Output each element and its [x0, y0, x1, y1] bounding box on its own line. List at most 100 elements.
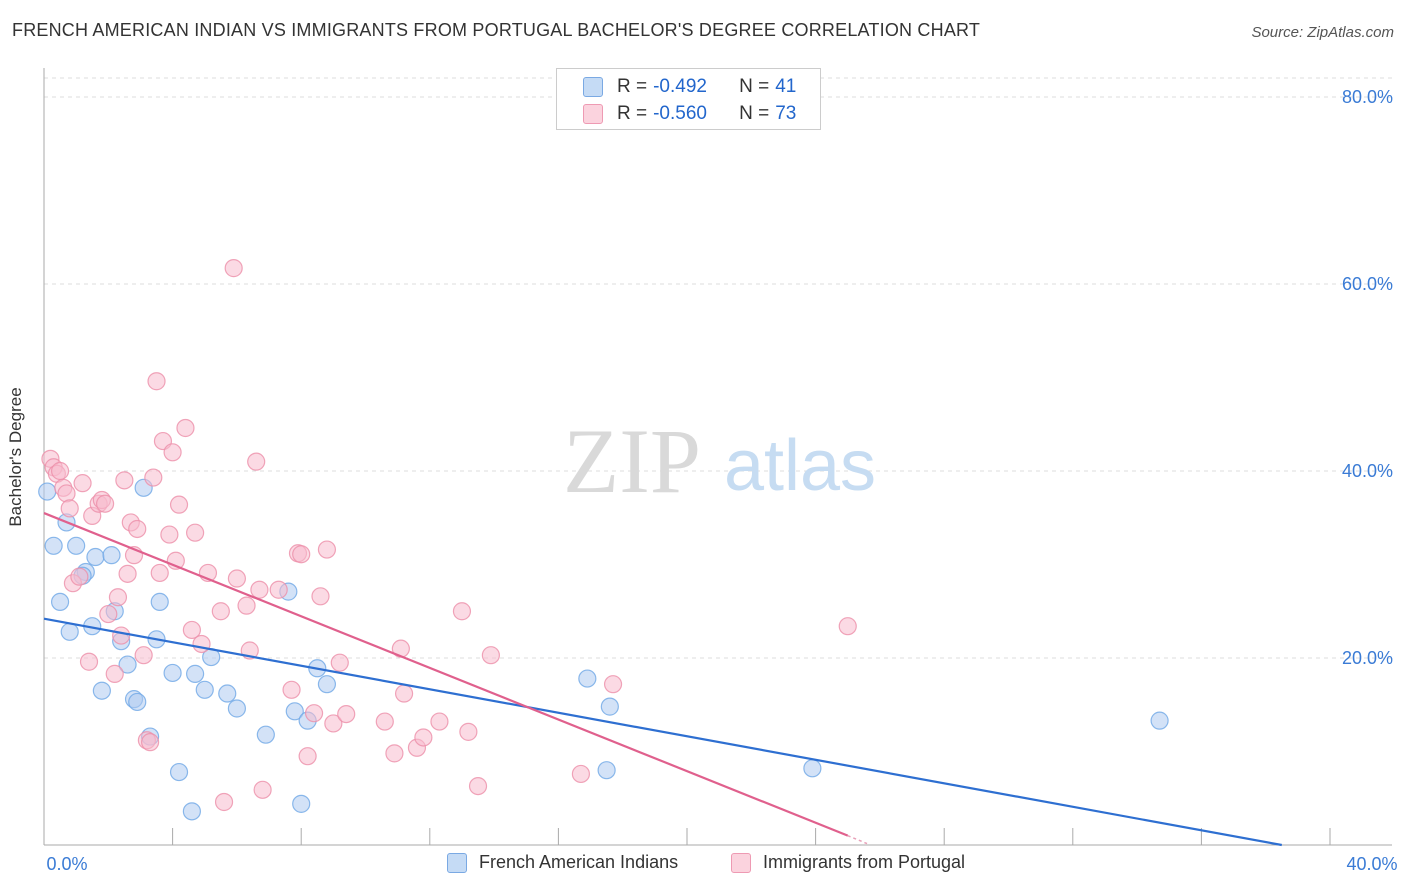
- data-point: [317, 540, 337, 559]
- data-point: [79, 652, 99, 671]
- data-point: [186, 664, 205, 683]
- axes: [43, 68, 1392, 846]
- data-point: [214, 792, 234, 812]
- data-point: [803, 759, 822, 778]
- data-point: [1150, 711, 1169, 730]
- legend-n-label: N =: [739, 76, 770, 97]
- data-point: [50, 592, 70, 612]
- data-point: [118, 655, 137, 674]
- data-point: [118, 564, 137, 583]
- data-point: [452, 602, 472, 621]
- legend-swatch-french: [583, 77, 603, 97]
- data-point: [298, 747, 317, 766]
- data-point: [105, 664, 124, 683]
- y-tick-label: 60.0%: [1342, 274, 1393, 294]
- data-point: [394, 684, 414, 703]
- data-point: [150, 563, 169, 583]
- data-point: [115, 471, 134, 490]
- data-point: [86, 547, 105, 567]
- data-point: [603, 675, 623, 694]
- legend-row-french: R = -0.492 N = 41: [583, 74, 796, 100]
- data-point: [182, 802, 201, 821]
- data-point: [147, 372, 166, 391]
- data-point: [292, 545, 311, 564]
- chart-title: FRENCH AMERICAN INDIAN VS IMMIGRANTS FRO…: [12, 20, 981, 40]
- y-tick-label: 20.0%: [1342, 648, 1393, 668]
- data-point: [224, 259, 243, 278]
- data-point: [468, 776, 488, 796]
- data-point: [838, 617, 857, 636]
- data-point: [67, 536, 86, 555]
- data-point: [163, 663, 182, 683]
- data-point: [140, 733, 160, 752]
- legend-label-portugal: Immigrants from Portugal: [763, 852, 966, 872]
- series-1-points: [41, 259, 857, 812]
- watermark: ZIP atlas: [563, 410, 876, 512]
- legend-r-label: R =: [617, 76, 648, 97]
- data-point: [237, 596, 256, 615]
- legend-swatch-portugal: [731, 852, 751, 873]
- data-point: [250, 580, 269, 599]
- data-point: [282, 680, 301, 699]
- legend-item-french[interactable]: French American Indians: [447, 852, 678, 873]
- data-point: [414, 728, 433, 747]
- data-point: [60, 499, 79, 518]
- data-point: [597, 761, 616, 780]
- data-point: [70, 567, 89, 586]
- data-point: [182, 620, 201, 640]
- y-tick-label: 80.0%: [1342, 87, 1393, 107]
- legend-r-value-portugal: -0.560: [653, 103, 707, 124]
- legend-n-value-french: 41: [775, 76, 797, 97]
- y-tick-label: 40.0%: [1342, 461, 1393, 481]
- data-point: [73, 474, 92, 493]
- data-point: [330, 653, 349, 672]
- data-point: [150, 592, 169, 612]
- data-point: [44, 536, 63, 555]
- data-point: [285, 702, 304, 721]
- data-point: [311, 587, 330, 606]
- series-legend: French American Indians Immigrants from …: [0, 852, 1406, 878]
- data-point: [186, 523, 205, 542]
- data-point: [60, 622, 79, 641]
- data-point: [38, 482, 57, 501]
- gridlines: [44, 77, 1392, 659]
- data-point: [50, 461, 70, 481]
- tick-labels: 20.0% 40.0% 60.0% 80.0% 0.0% 40.0%: [46, 87, 1397, 874]
- source-credit: Source: ZipAtlas.com: [1251, 24, 1394, 41]
- data-point: [227, 699, 246, 718]
- data-point: [375, 712, 394, 731]
- data-point: [102, 546, 121, 565]
- data-point: [571, 764, 591, 784]
- data-point: [247, 452, 266, 471]
- data-point: [128, 692, 147, 712]
- data-point: [128, 519, 147, 539]
- data-point: [324, 714, 343, 733]
- data-point: [134, 646, 153, 665]
- data-point: [195, 680, 214, 699]
- legend-r-label: R =: [617, 103, 648, 124]
- legend-swatch-portugal: [583, 104, 603, 124]
- trend-line-0: [43, 617, 1282, 847]
- data-point: [481, 646, 500, 665]
- series-0-points: [38, 478, 1169, 821]
- x-tick-label-max: 40.0%: [1346, 854, 1397, 874]
- data-point: [227, 569, 246, 588]
- watermark-atlas: atlas: [724, 426, 876, 506]
- data-point: [430, 712, 449, 731]
- x-tick-label-min: 0.0%: [46, 854, 87, 874]
- legend-label-french: French American Indians: [479, 852, 679, 872]
- data-point: [600, 697, 619, 716]
- trend-lines: [43, 512, 1282, 847]
- legend-row-portugal: R = -0.560 N = 73: [583, 101, 796, 127]
- data-point: [385, 744, 404, 763]
- data-point: [192, 634, 211, 654]
- data-point: [578, 669, 597, 688]
- data-point: [211, 602, 230, 621]
- legend-n-label: N =: [739, 103, 770, 124]
- data-point: [99, 604, 118, 624]
- legend-item-portugal[interactable]: Immigrants from Portugal: [731, 852, 965, 873]
- data-point: [317, 675, 337, 694]
- legend-swatch-french: [447, 852, 467, 873]
- data-point: [95, 494, 115, 513]
- trend-line-1: [43, 512, 849, 837]
